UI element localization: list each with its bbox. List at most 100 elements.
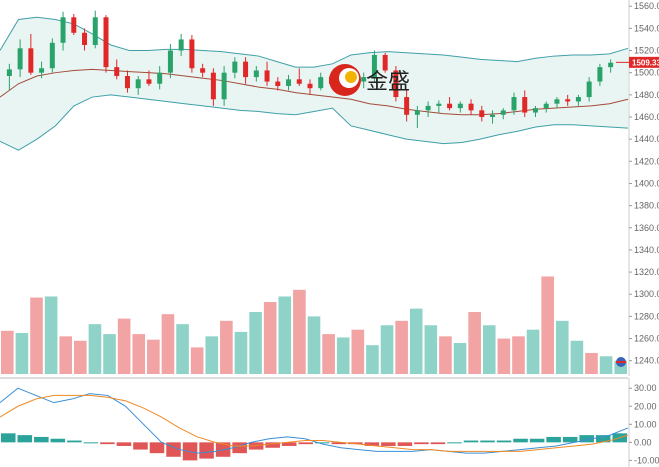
candle-body (371, 54, 377, 78)
price-tick-label: 1380.00 (634, 201, 659, 211)
candle-body (543, 103, 549, 109)
macd-histogram-bar (298, 442, 313, 445)
price-tick-label: 1480.00 (634, 90, 659, 100)
candle-body (597, 67, 603, 82)
candle-body (157, 72, 163, 84)
volume-bar (161, 314, 175, 374)
candle-body (414, 110, 420, 115)
candle-body (554, 99, 560, 104)
last-price-tag: 1509.33 (616, 56, 659, 367)
volume-bar (293, 289, 306, 374)
candle-body (6, 69, 12, 77)
price-tick-label: 1520.00 (634, 46, 659, 56)
volume-bar (570, 340, 584, 374)
price-tick-label: 1540.00 (634, 23, 659, 33)
candle-body (210, 72, 216, 100)
volume-bar (585, 352, 598, 374)
volume-bar (220, 320, 233, 374)
volume-bar (147, 339, 160, 374)
watermark-text: 金盛 (366, 70, 410, 95)
volume-bar (117, 318, 131, 374)
watermark-logo: 金盛 (329, 64, 410, 96)
macd-histogram-bar (67, 440, 82, 443)
candle-body (167, 50, 173, 73)
macd-histogram-bar (315, 442, 330, 444)
volume-bar (205, 336, 219, 374)
macd-tick-label: 0.00 (634, 437, 652, 447)
volume-bar (176, 324, 189, 374)
volume-bar (263, 301, 277, 374)
candle-body (608, 62, 614, 68)
macd-tick-label: 20.00 (634, 401, 657, 411)
volume-bar (44, 296, 58, 374)
last-price-tag-bg (629, 56, 659, 68)
volume-bar (541, 276, 554, 374)
candle-body (307, 83, 313, 89)
candle-body (479, 110, 485, 117)
volume-bar (103, 334, 116, 374)
candle-body (49, 42, 55, 69)
candle-body (586, 81, 592, 98)
volume-bar (59, 336, 73, 374)
candle-body (200, 68, 206, 73)
candle-body (318, 77, 324, 89)
macd-histogram-bar (149, 442, 165, 454)
candle-body (103, 17, 109, 68)
candle-body (221, 72, 227, 100)
candle-body (92, 17, 98, 45)
macd-tick-label: 30.00 (634, 383, 657, 393)
volume-bar (336, 337, 350, 374)
last-price-label: 1509.33 (632, 58, 659, 67)
candle-body (457, 103, 463, 109)
macd-histogram-bar (480, 440, 495, 443)
volume-bar (190, 347, 204, 374)
candle-body (114, 67, 120, 77)
macd-histogram-bar (579, 435, 594, 443)
macd-histogram-bar (414, 442, 429, 445)
candle-body (275, 81, 281, 86)
price-tick-label: 1400.00 (634, 178, 659, 188)
macd-histogram-bar (199, 442, 214, 459)
volume-bars (1, 276, 627, 374)
macd-histogram-bar (265, 442, 280, 448)
macd-histogram-bar (381, 442, 396, 446)
macd-histogram-bar (397, 442, 413, 446)
volume-bar (526, 329, 540, 374)
candle-body (522, 97, 528, 113)
macd-histogram-bar (331, 442, 347, 445)
volume-bar (380, 325, 394, 374)
candle-body (60, 17, 66, 43)
price-tick-label: 1360.00 (634, 223, 659, 233)
price-tick-label: 1260.00 (634, 334, 659, 344)
candle-body (296, 79, 302, 84)
volume-bar (395, 320, 408, 374)
candle-body (361, 77, 367, 82)
volume-bar (497, 338, 511, 374)
volume-bar (409, 308, 423, 374)
volume-bar (351, 329, 365, 374)
candle-body (393, 70, 399, 98)
volume-bar (322, 334, 335, 374)
price-tick-label: 1340.00 (634, 245, 659, 255)
candle-body (500, 110, 506, 115)
macd-histogram-bar (546, 436, 561, 443)
volume-bar (234, 331, 248, 374)
flag-stripe-icon (616, 361, 626, 363)
macd-histogram-bar (430, 442, 446, 445)
candle-body (490, 114, 496, 117)
price-tick-label: 1280.00 (634, 311, 659, 321)
candle-body (124, 76, 130, 89)
candle-body (511, 97, 517, 111)
volume-bar (1, 330, 14, 374)
volume-bar (307, 316, 321, 374)
volume-bar (424, 325, 438, 374)
macd-tick-label: -10.00 (634, 455, 659, 465)
macd-histogram-bar (232, 442, 247, 454)
logo-coin-icon (345, 71, 357, 83)
volume-bar (599, 356, 613, 374)
macd-histogram-bar (17, 435, 33, 443)
candle-body (82, 32, 88, 45)
macd-histogram-bar (116, 442, 132, 446)
volume-bar (249, 311, 262, 374)
